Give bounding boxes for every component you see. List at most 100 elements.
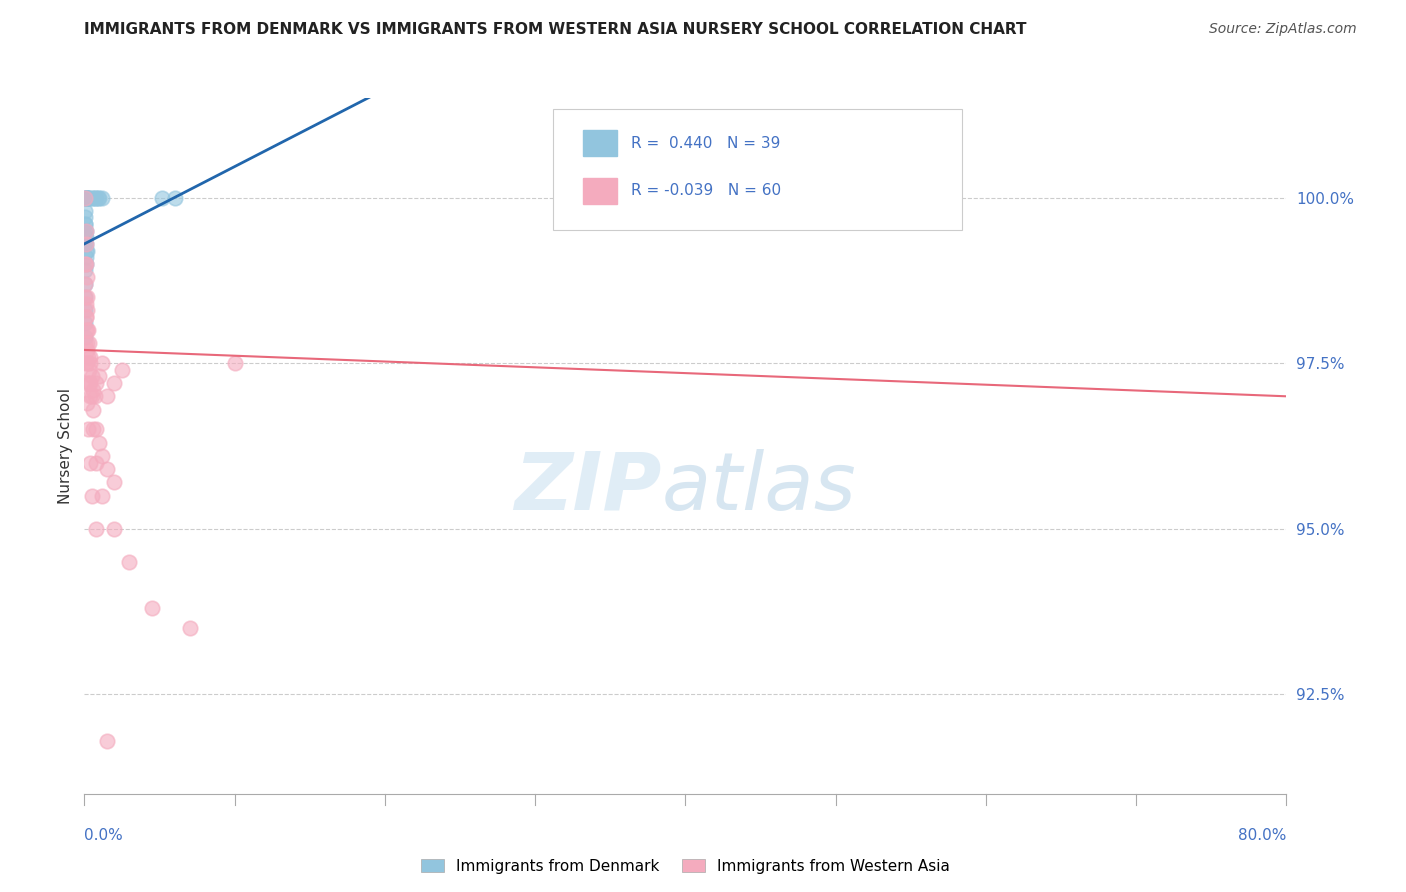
Text: ZIP: ZIP [515, 449, 661, 527]
Point [75, 230, 97, 244]
Point [75, 277, 97, 291]
Point [91, 190, 114, 204]
Point [87, 190, 110, 204]
Point [80, 489, 103, 503]
Point [83, 389, 105, 403]
Point [75, 329, 97, 343]
Point [76, 290, 98, 304]
Point [77, 336, 100, 351]
Point [75, 277, 97, 291]
Point [89, 435, 111, 450]
Point [75, 230, 97, 244]
Point [77, 190, 100, 204]
Point [75, 190, 97, 204]
Point [76, 190, 98, 204]
Text: Source: ZipAtlas.com: Source: ZipAtlas.com [1209, 22, 1357, 37]
Point [76, 190, 98, 204]
Point [77, 376, 100, 390]
Point [82, 422, 104, 436]
Point [82, 383, 104, 397]
Text: R = -0.039   N = 60: R = -0.039 N = 60 [631, 183, 782, 198]
Text: IMMIGRANTS FROM DENMARK VS IMMIGRANTS FROM WESTERN ASIA NURSERY SCHOOL CORRELATI: IMMIGRANTS FROM DENMARK VS IMMIGRANTS FR… [84, 22, 1026, 37]
Point [75, 236, 97, 251]
Point [111, 363, 134, 377]
Point [103, 522, 125, 536]
FancyBboxPatch shape [583, 130, 617, 156]
Text: R =  0.440   N = 39: R = 0.440 N = 39 [631, 136, 780, 151]
Point [103, 376, 125, 390]
Point [83, 190, 105, 204]
Point [86, 422, 108, 436]
Point [96, 462, 118, 476]
Point [75, 336, 97, 351]
Point [75, 296, 97, 310]
FancyBboxPatch shape [553, 109, 962, 230]
Point [77, 323, 100, 337]
Point [79, 356, 101, 370]
Point [89, 190, 111, 204]
Point [80, 369, 103, 384]
Point [75, 244, 97, 258]
Point [91, 449, 114, 463]
Point [75, 190, 97, 204]
Text: 0.0%: 0.0% [84, 828, 124, 843]
Point [75, 310, 97, 324]
Point [79, 376, 101, 390]
Point [75, 290, 97, 304]
Point [179, 621, 201, 635]
Point [96, 734, 118, 748]
Point [76, 190, 98, 204]
Point [75, 323, 97, 337]
Point [86, 376, 108, 390]
Point [77, 350, 100, 364]
Point [75, 211, 97, 225]
Point [75, 190, 97, 204]
Point [75, 257, 97, 271]
FancyBboxPatch shape [583, 178, 617, 204]
Point [75, 356, 97, 370]
Point [75, 217, 97, 231]
Point [75, 190, 97, 204]
Point [76, 303, 98, 318]
Point [80, 190, 103, 204]
Point [77, 190, 100, 204]
Point [75, 257, 97, 271]
Point [75, 250, 97, 264]
Point [86, 190, 108, 204]
Point [76, 336, 98, 351]
Point [76, 270, 98, 285]
Point [152, 190, 174, 204]
Point [103, 475, 125, 490]
Point [75, 203, 97, 218]
Point [75, 217, 97, 231]
Point [77, 422, 100, 436]
Point [91, 356, 114, 370]
Point [80, 389, 103, 403]
Point [79, 350, 101, 364]
Point [75, 317, 97, 331]
Point [75, 224, 97, 238]
Point [76, 356, 98, 370]
Point [79, 456, 101, 470]
Point [76, 343, 98, 357]
Point [75, 224, 97, 238]
Point [224, 356, 246, 370]
Point [91, 489, 114, 503]
Point [75, 310, 97, 324]
Point [75, 224, 97, 238]
Point [75, 257, 97, 271]
Point [82, 402, 104, 417]
Point [76, 190, 98, 204]
Legend: Immigrants from Denmark, Immigrants from Western Asia: Immigrants from Denmark, Immigrants from… [415, 853, 956, 880]
Point [86, 456, 108, 470]
Point [82, 190, 104, 204]
Point [75, 303, 97, 318]
Text: 80.0%: 80.0% [1239, 828, 1286, 843]
Point [163, 190, 186, 204]
Point [75, 263, 97, 277]
Point [75, 190, 97, 204]
Point [96, 389, 118, 403]
Point [76, 323, 98, 337]
Point [118, 555, 141, 569]
Point [77, 363, 100, 377]
